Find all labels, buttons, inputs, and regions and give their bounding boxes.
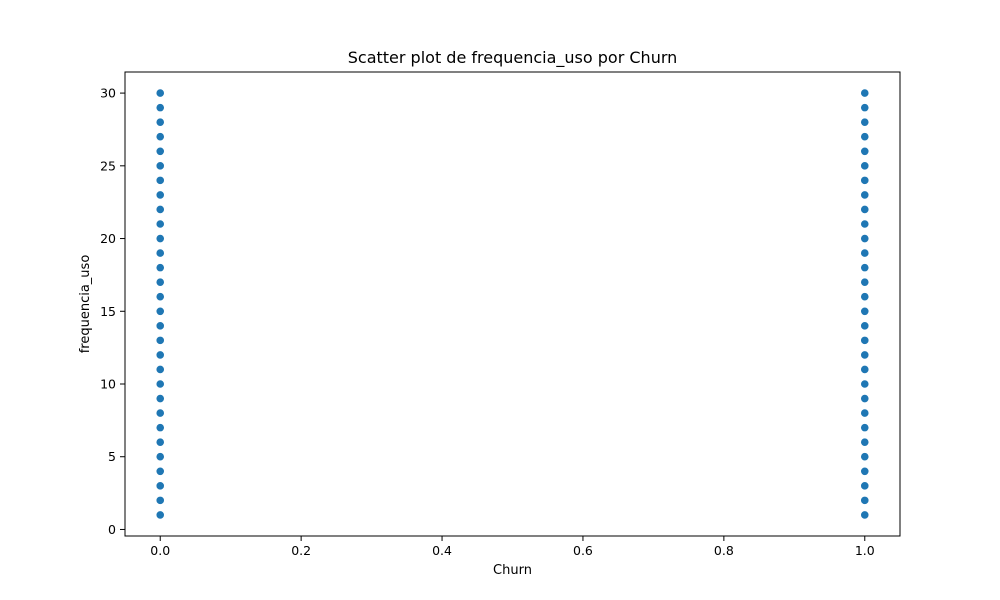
scatter-point [860,423,870,433]
scatter-point [155,350,165,360]
scatter-point [860,364,870,375]
y-tick-label: 25 [100,158,116,173]
scatter-point [860,117,870,127]
scatter-point [155,452,165,462]
y-tick-label: 20 [100,231,116,246]
chart-title: Scatter plot de frequencia_uso por Churn [348,48,678,68]
y-tick-label: 30 [100,86,116,101]
scatter-point [155,393,165,404]
scatter-point [155,423,165,433]
y-axis-label: frequencia_uso [78,255,93,354]
scatter-point [155,321,165,331]
scatter-point [155,277,165,287]
x-axis: 0.0 0.2 0.4 0.6 0.8 1.0 [150,536,875,558]
scatter-point [860,466,870,476]
scatter-point [155,161,165,171]
scatter-point [860,146,870,156]
x-tick-label: 0.4 [432,543,452,558]
scatter-point [155,481,165,491]
scatter-point [860,481,870,491]
y-tick-label: 10 [100,377,116,392]
scatter-point [155,510,165,520]
scatter-point [860,219,870,229]
scatter-point [860,379,870,389]
x-tick-label: 0.0 [150,543,170,558]
x-axis-label: Churn [493,563,532,578]
y-tick-label: 15 [100,304,116,319]
scatter-point [860,495,870,505]
scatter-point [155,146,165,156]
scatter-point [860,233,870,244]
x-tick-label: 0.2 [291,543,311,558]
scatter-point [860,161,870,171]
scatter-point [860,277,870,287]
scatter-point [155,263,165,273]
scatter-point [155,117,165,127]
scatter-point [155,466,165,476]
scatter-point [155,335,165,345]
scatter-point [860,204,870,215]
scatter-point [155,495,165,505]
data-points [155,88,870,520]
scatter-point [155,248,165,258]
scatter-point [860,88,870,98]
scatter-point [155,175,165,185]
scatter-point [155,103,165,113]
scatter-point [860,103,870,113]
scatter-point [860,190,870,200]
scatter-point [155,190,165,200]
x-tick-label: 0.6 [573,543,593,558]
scatter-point [860,263,870,273]
scatter-point [155,292,165,302]
scatter-point [860,510,870,520]
scatter-point [860,321,870,331]
scatter-point [860,437,870,447]
scatter-point [860,306,870,316]
scatter-point [860,132,870,142]
scatter-point [155,306,165,316]
scatter-point [155,437,165,447]
scatter-point [155,364,165,375]
scatter-point [860,175,870,185]
scatter-point [155,219,165,229]
scatter-point [860,452,870,462]
scatter-point [860,292,870,302]
scatter-point [860,248,870,258]
scatter-point [860,335,870,345]
x-tick-label: 0.8 [714,543,734,558]
scatter-point [155,88,165,98]
scatter-point [155,132,165,142]
scatter-point [860,393,870,404]
x-tick-label: 1.0 [855,543,875,558]
scatter-point [860,408,870,418]
y-tick-label: 5 [108,449,116,464]
scatter-point [155,204,165,215]
scatter-point [155,379,165,389]
scatter-point [155,233,165,244]
scatter-point [155,408,165,418]
y-tick-label: 0 [108,522,116,537]
y-axis: 0 5 10 15 20 25 30 [100,86,125,537]
plot-area-frame [124,71,901,537]
scatter-point [860,350,870,360]
